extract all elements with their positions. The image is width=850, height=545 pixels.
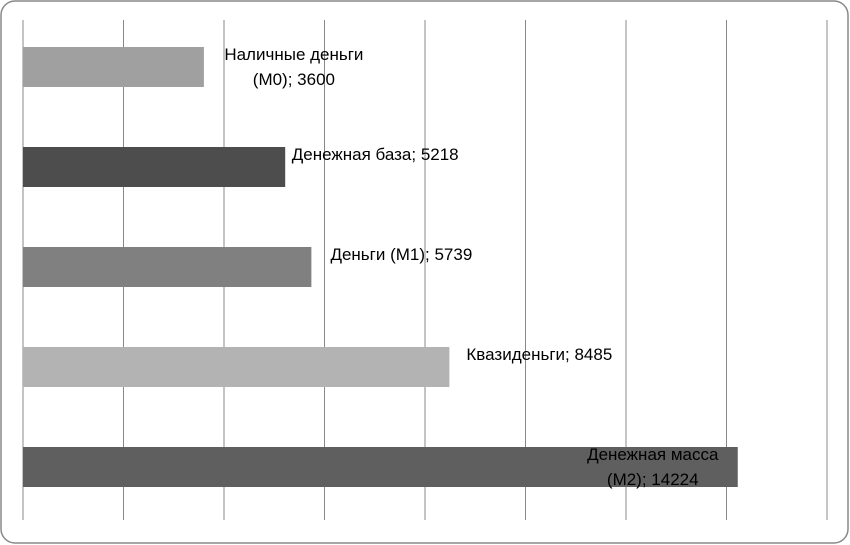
bar: [23, 147, 286, 187]
data-label: Деньги (М1); 5739: [330, 245, 473, 264]
data-label: Денежная масса (М2); 14224: [587, 445, 719, 489]
data-label: Квазиденьги; 8485: [466, 345, 613, 364]
data-label: Наличные деньги (М0); 3600: [224, 45, 364, 89]
data-label: Денежная база; 5218: [291, 145, 459, 164]
bar: [23, 47, 204, 87]
bar: [23, 347, 450, 387]
bar: [23, 247, 312, 287]
bar: [23, 447, 738, 487]
